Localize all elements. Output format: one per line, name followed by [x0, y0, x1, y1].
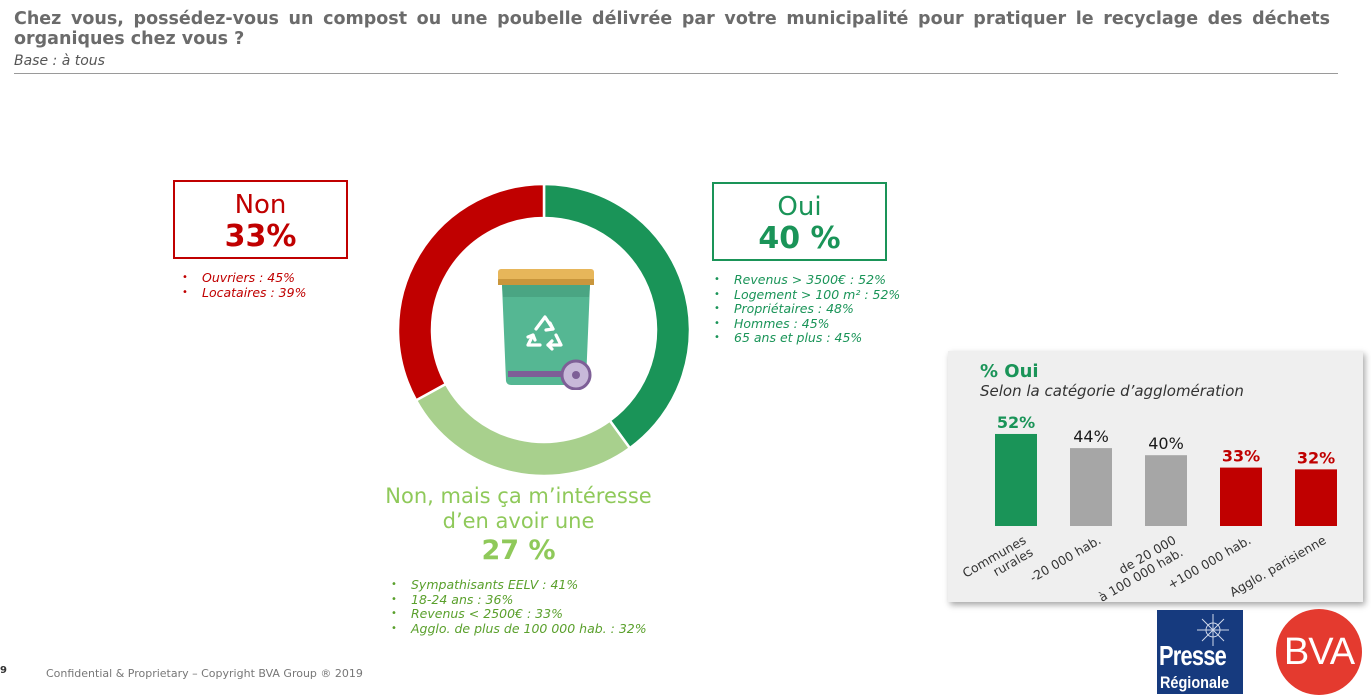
- recycling-bin-icon: [498, 269, 594, 390]
- donut-slice-oui: [542, 183, 691, 450]
- bar-3: [1145, 455, 1187, 526]
- question-title: Chez vous, possédez-vous un compost ou u…: [14, 9, 1330, 49]
- presse-logo-line-1: Presse: [1159, 640, 1227, 671]
- donut-chart: [397, 183, 691, 477]
- interest-label-line-2: d’en avoir une: [442, 509, 595, 533]
- bar-4: [1220, 467, 1262, 526]
- list-item: Revenus < 2500€ : 33%: [389, 606, 647, 622]
- list-item: 18-24 ans : 36%: [389, 592, 647, 608]
- copyright-text: Confidential & Proprietary – Copyright B…: [46, 667, 363, 680]
- list-item: Locataires : 39%: [180, 285, 306, 301]
- bar-5: [1295, 469, 1337, 526]
- list-item: Propriétaires : 48%: [712, 301, 900, 317]
- list-item: Logement > 100 m² : 52%: [712, 287, 900, 303]
- bar-value-label: 44%: [1073, 427, 1109, 446]
- bva-logo-text: BVA: [1283, 631, 1355, 673]
- bar-value-label: 40%: [1148, 434, 1184, 453]
- interest-label-line-1: Non, mais ça m’intéresse: [385, 484, 652, 508]
- bar-value-label: 52%: [997, 413, 1035, 432]
- donut-slice-interest: [414, 382, 632, 477]
- bar-value-label: 32%: [1297, 448, 1335, 467]
- oui-result-box: Oui 40 %: [712, 182, 887, 261]
- donut-slice-non: [397, 183, 546, 403]
- star-emblem-icon: [1197, 614, 1229, 646]
- interest-label: Non, mais ça m’intéresse d’en avoir une: [340, 484, 697, 534]
- bar-2: [1070, 448, 1112, 526]
- presse-regionale-logo: Presse Régionale: [1157, 610, 1243, 694]
- agglomeration-chart-panel: 52% Communesrurales 44% -20 000 hab. 40% de 2…: [948, 351, 1363, 602]
- non-percent: 33%: [224, 219, 297, 254]
- oui-label: Oui: [777, 192, 822, 222]
- list-item: Revenus > 3500€ : 52%: [712, 272, 900, 288]
- bar-1: [995, 433, 1037, 526]
- interest-percent: 27 %: [481, 535, 556, 566]
- category-label: Communesrurales: [960, 532, 1036, 593]
- header-divider: [14, 73, 1338, 74]
- bar-chart-subtitle: Selon la catégorie d’agglomération: [980, 382, 1244, 400]
- category-label: -20 000 hab.: [1027, 532, 1104, 585]
- presse-logo-line-2: Régionale: [1160, 673, 1230, 692]
- interest-details-list: Sympathisants EELV : 41% 18-24 ans : 36%…: [389, 577, 647, 637]
- non-label: Non: [234, 190, 287, 220]
- bar-chart-title: % Oui: [980, 361, 1039, 382]
- bva-logo: BVA: [1276, 609, 1362, 695]
- oui-details-list: Revenus > 3500€ : 52% Logement > 100 m² …: [712, 272, 900, 346]
- bar-value-label: 33%: [1222, 447, 1260, 466]
- list-item: Hommes : 45%: [712, 316, 900, 332]
- base-note: Base : à tous: [14, 53, 105, 69]
- non-result-box: Non 33%: [173, 180, 348, 259]
- list-item: Agglo. de plus de 100 000 hab. : 32%: [389, 621, 647, 637]
- list-item: Ouvriers : 45%: [180, 270, 306, 286]
- list-item: 65 ans et plus : 45%: [712, 330, 900, 346]
- page-number: 9: [0, 665, 7, 676]
- list-item: Sympathisants EELV : 41%: [389, 577, 647, 593]
- oui-percent: 40 %: [758, 221, 841, 256]
- non-details-list: Ouvriers : 45% Locataires : 39%: [180, 270, 306, 301]
